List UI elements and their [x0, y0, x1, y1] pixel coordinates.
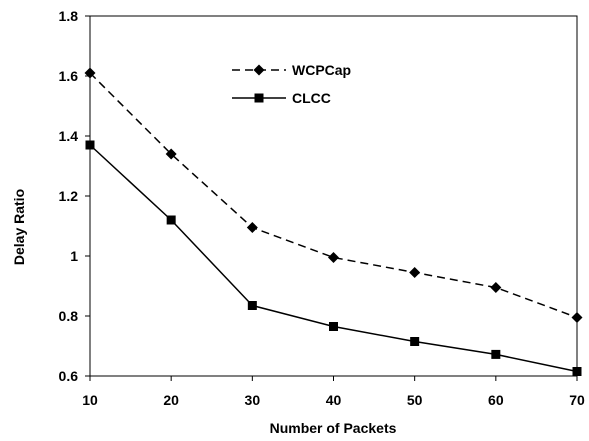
- y-tick-label: 0.6: [59, 368, 79, 384]
- legend-label-wcpcap: WCPCap: [292, 62, 351, 78]
- data-point-clcc: [329, 322, 338, 331]
- y-tick-label: 1.6: [59, 68, 79, 84]
- legend-item-wcpcap: WCPCap: [232, 62, 351, 78]
- x-tick-label: 70: [569, 392, 585, 408]
- series-line-wcpcap: [90, 73, 577, 318]
- y-tick-label: 1.8: [59, 8, 79, 24]
- x-axis-title: Number of Packets: [270, 420, 397, 436]
- data-point-clcc: [491, 350, 500, 359]
- data-point-wcpcap: [409, 267, 420, 278]
- y-tick-label: 1.4: [59, 128, 79, 144]
- data-point-clcc: [86, 141, 95, 150]
- legend-marker-wcpcap: [254, 65, 265, 76]
- y-axis-title: Delay Ratio: [11, 189, 27, 265]
- legend-item-clcc: CLCC: [232, 90, 331, 106]
- data-point-wcpcap: [572, 312, 583, 323]
- data-point-clcc: [167, 216, 176, 225]
- x-tick-label: 10: [82, 392, 98, 408]
- x-tick-label: 40: [326, 392, 342, 408]
- data-point-wcpcap: [328, 252, 339, 263]
- y-tick-label: 0.8: [59, 308, 79, 324]
- x-tick-label: 30: [245, 392, 261, 408]
- data-point-clcc: [573, 367, 582, 376]
- data-point-wcpcap: [247, 222, 258, 233]
- legend-label-clcc: CLCC: [292, 90, 331, 106]
- legend-marker-clcc: [255, 94, 264, 103]
- x-tick-label: 20: [163, 392, 179, 408]
- x-tick-label: 50: [407, 392, 423, 408]
- data-point-clcc: [410, 337, 419, 346]
- data-point-wcpcap: [490, 282, 501, 293]
- x-tick-label: 60: [488, 392, 504, 408]
- legend: WCPCap CLCC: [232, 62, 351, 106]
- data-point-clcc: [248, 301, 257, 310]
- y-tick-label: 1: [70, 248, 78, 264]
- y-tick-label: 1.2: [59, 188, 79, 204]
- series-layer: [85, 68, 583, 377]
- series-wcpcap: [85, 68, 583, 324]
